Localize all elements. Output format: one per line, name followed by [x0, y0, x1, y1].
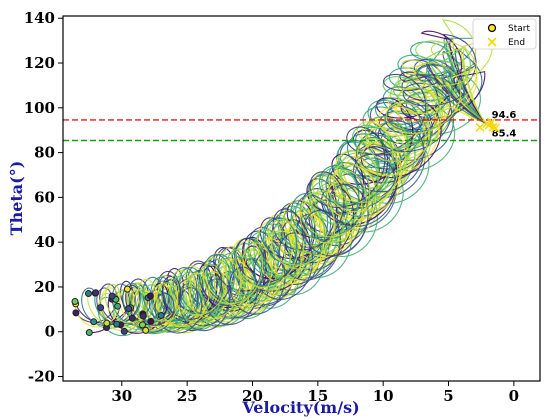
reference-lines: 94.6 85.4 [63, 110, 540, 142]
start-marker [146, 292, 154, 300]
legend-end-label: End [508, 38, 525, 48]
trajectory-line [128, 71, 488, 332]
start-marker [85, 329, 93, 336]
end-marker [484, 120, 494, 130]
legend-end-marker [487, 37, 497, 47]
y-tick-label: 0 [45, 323, 55, 341]
y-axis-label: Theta(°) [7, 161, 26, 236]
x-tick-label: 20 [242, 387, 263, 405]
y-tick-label: -20 [28, 368, 55, 386]
x-tick-label: 5 [443, 387, 453, 405]
start-marker [139, 321, 146, 329]
start-marker [139, 312, 147, 320]
legend: Start End [472, 18, 537, 50]
x-tick-label: 30 [111, 387, 132, 405]
y-axis-ticks: -20 0 20 40 60 80 100 120 140 [24, 9, 63, 386]
y-tick-label: 60 [34, 188, 55, 206]
end-marker [490, 123, 501, 133]
y-tick-label: 100 [24, 99, 55, 117]
start-marker [142, 326, 150, 334]
plot-frame [62, 15, 541, 382]
reference-line-label-1: 85.4 [492, 129, 517, 140]
plot-area: 94.6 85.4 [63, 19, 540, 337]
x-tick-label: 0 [509, 387, 519, 405]
start-marker [85, 290, 92, 297]
start-marker [90, 318, 98, 326]
trajectory-line [104, 41, 488, 324]
end-marker [475, 122, 485, 132]
y-tick-label: 120 [24, 54, 55, 72]
y-tick-label: 40 [34, 233, 55, 251]
x-tick-label: 25 [177, 387, 198, 405]
y-tick-label: 80 [34, 144, 55, 162]
reference-line-label-0: 94.6 [492, 110, 517, 121]
start-marker [103, 319, 111, 327]
legend-start-label: Start [508, 24, 530, 34]
y-tick-label: 20 [34, 278, 55, 296]
start-marker [125, 305, 133, 313]
start-marker [92, 289, 100, 297]
start-marker [72, 309, 80, 317]
x-tick-label: 15 [307, 387, 328, 405]
start-marker [157, 312, 165, 319]
start-marker [97, 304, 105, 312]
trajectory-line [128, 19, 488, 332]
x-tick-label: 10 [373, 387, 394, 405]
trajectory-line [93, 46, 488, 330]
start-marker [113, 320, 121, 328]
marker-group [71, 117, 501, 336]
y-tick-label: 140 [24, 9, 55, 27]
start-marker [108, 292, 116, 300]
start-marker [128, 314, 136, 322]
trajectory-line [81, 64, 488, 327]
trajectory-line [98, 37, 493, 332]
start-marker [120, 327, 128, 335]
start-marker [71, 298, 79, 305]
start-marker [147, 317, 155, 325]
x-axis-ticks: 30 25 20 15 10 5 0 [111, 381, 519, 405]
trajectory-group [74, 19, 493, 337]
start-marker [123, 285, 131, 293]
start-marker [114, 302, 122, 310]
legend-start-marker [487, 23, 497, 33]
x-axis-label: Velocity(m/s) [241, 398, 359, 417]
